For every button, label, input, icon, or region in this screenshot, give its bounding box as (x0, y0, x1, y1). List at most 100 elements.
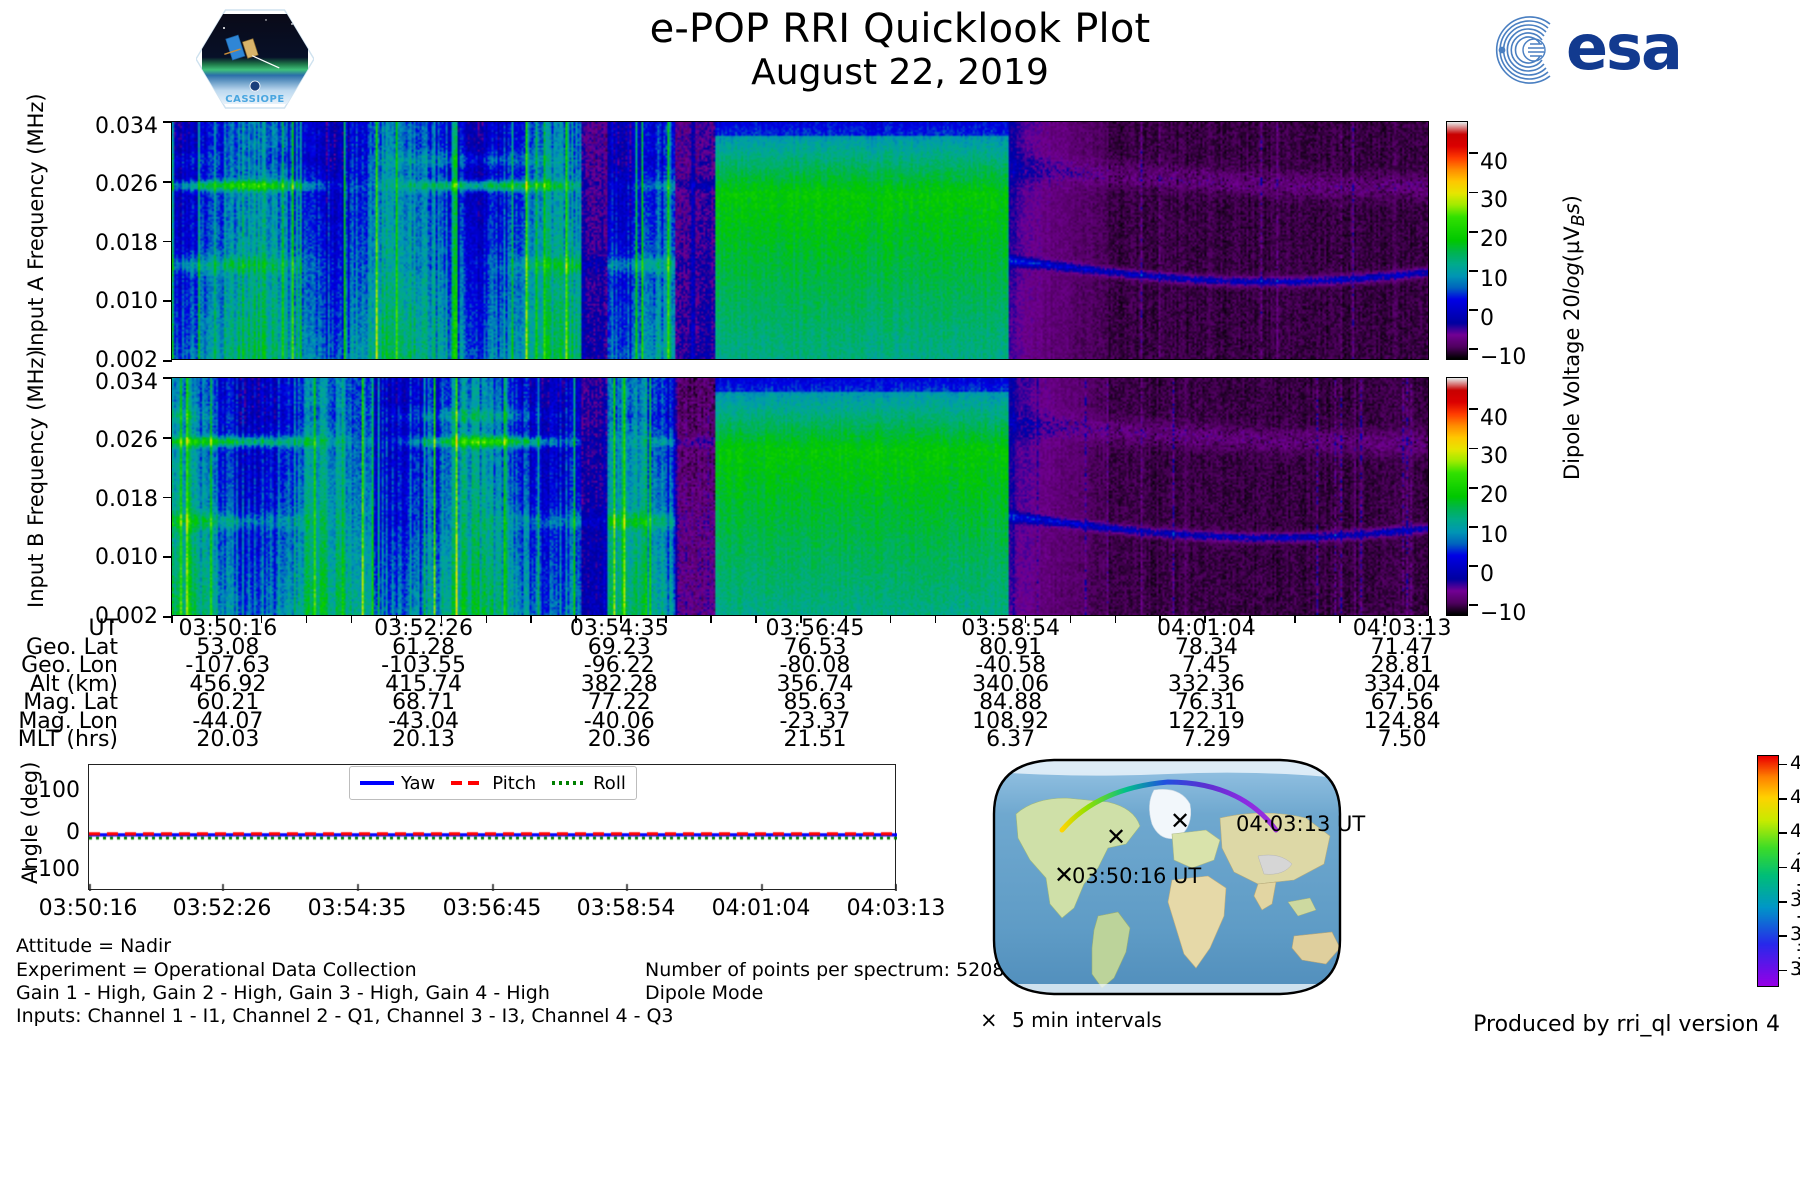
axis-tickmark (163, 377, 172, 379)
colorbar-tickmark (1469, 604, 1478, 607)
axis-tickmark (530, 616, 533, 623)
altitude-colorbar (1757, 755, 1779, 987)
colorbar-label-units: (µV (1560, 226, 1584, 263)
table-row: Geo. Lat 53.08 61.28 69.23 76.53 80.91 78.34 71… (0, 634, 1500, 660)
table-cell: 67.56 (1370, 690, 1434, 715)
axis-tickmark (440, 616, 443, 623)
table-row: Geo. Lon -107.63 -103.55 -96.22 -80.08 -40.58… (0, 653, 1500, 678)
altitude-colorbar-tickmark (1779, 797, 1787, 800)
axis-tickmark (1159, 616, 1162, 623)
colorbar-tickmark (1469, 408, 1478, 411)
map-marker-mid-icon: ✕ (1106, 823, 1127, 851)
axis-tickmark (575, 616, 577, 623)
axis-tickmark (1249, 616, 1251, 623)
table-row: MLT (hrs) 20.03 20.13 20.36 21.51 6.37 7.29 7.5… (0, 727, 1500, 752)
axis-tickmark (665, 616, 667, 623)
altitude-colorbar-tickmark (1779, 763, 1787, 766)
table-cell: -44.07 (192, 708, 264, 734)
axis-tickmark (1024, 616, 1027, 623)
table-cell: -103.55 (381, 653, 467, 678)
table-cell: 04:03:13 (1352, 616, 1452, 641)
altitude-colorbar-tick: 360 (1790, 923, 1800, 946)
spectrogram-b-panel (171, 377, 1429, 616)
colorbar-a-tick: 0 (1480, 306, 1494, 331)
axis-tickmark (163, 240, 172, 243)
axis-tickmark (163, 556, 172, 559)
spectrogram-b-ytick: 0.034 (95, 370, 158, 395)
table-cell: 20.03 (196, 727, 260, 752)
table-row: Mag. Lat 60.21 68.71 77.22 85.63 84.88 76.31 67… (0, 690, 1500, 715)
axis-tickmark (979, 616, 982, 623)
esa-logo-icon: esa (1480, 14, 1710, 86)
table-cell: 84.88 (979, 690, 1043, 715)
colorbar-tickmark (1469, 565, 1478, 567)
axis-tickmark (163, 496, 172, 499)
spectrogram-b-ytick: 0.010 (95, 545, 158, 570)
legend-item-roll: Roll (552, 773, 626, 794)
colorbar-tickmark (1469, 230, 1478, 233)
legend-item-yaw: Yaw (360, 773, 435, 794)
footnote-points-per-spectrum: Number of points per spectrum: 5208 (645, 959, 1005, 981)
ground-track-map: ✕ ✕ ✕ 03:50:16 UT 04:03:13 UT (958, 752, 1376, 1002)
table-row-label: Mag. Lon (18, 708, 118, 734)
attitude-ytick: 100 (38, 778, 80, 803)
axis-tickmark (163, 360, 172, 362)
table-cell: -40.58 (975, 653, 1047, 678)
table-cell: 456.92 (189, 671, 267, 697)
table-cell: 80.91 (979, 634, 1043, 660)
spectrogram-a-ytick: 0.002 (95, 348, 158, 373)
table-cell: 356.74 (776, 671, 854, 697)
colorbar-a-tick: −10 (1480, 345, 1527, 370)
footnote-gains: Gain 1 - High, Gain 2 - High, Gain 3 - H… (16, 982, 550, 1004)
table-cell: 20.13 (392, 727, 456, 752)
table-cell: 61.28 (392, 634, 456, 660)
colorbar-tickmark (1469, 348, 1478, 351)
axis-tickmark (163, 121, 172, 123)
table-cell: 21.51 (783, 727, 847, 752)
colorbar-a (1446, 121, 1468, 360)
footnote-attitude: Attitude = Nadir (16, 935, 172, 957)
parameter-table: UT 03:50:16 03:52:26 03:54:35 03:56:45 03:58:… (0, 616, 1500, 752)
table-cell: 334.04 (1363, 671, 1441, 697)
produced-by-text: Produced by rri_ql version 4 (1473, 1012, 1780, 1037)
axis-tickmark (163, 436, 172, 439)
legend-swatch-roll (552, 781, 587, 785)
axis-tickmark (395, 616, 398, 623)
page-title: e-POP RRI Quicklook Plot (649, 6, 1151, 52)
table-row-label: MLT (hrs) (17, 727, 118, 752)
table-cell: -96.22 (583, 653, 655, 678)
legend-swatch-yaw (360, 781, 394, 785)
table-cell: 03:52:26 (374, 616, 473, 641)
table-row-label: Mag. Lat (23, 690, 118, 715)
table-cell: -43.04 (388, 708, 460, 734)
altitude-colorbar-tickmark (1779, 935, 1787, 938)
axis-tickmark (755, 616, 757, 623)
colorbar-b (1446, 377, 1468, 616)
attitude-ytick: −100 (19, 857, 80, 882)
map-start-time-label: 03:50:16 UT (1072, 864, 1202, 888)
table-cell: 6.37 (986, 727, 1036, 752)
table-cell: -107.63 (185, 653, 271, 678)
altitude-colorbar-tick: 400 (1790, 854, 1800, 877)
colorbar-b-tick: 40 (1480, 406, 1508, 431)
map-marker-end-icon: ✕ (1170, 807, 1191, 835)
spectrogram-b-ylabel: Input B Frequency (MHz) (24, 349, 48, 608)
attitude-xtick: 03:56:45 (442, 896, 542, 921)
spectrogram-b-ytick: 0.026 (95, 428, 158, 453)
axis-tickmark (1294, 616, 1296, 623)
spectrogram-b-ytick: 0.002 (95, 604, 158, 629)
table-cell: 122.19 (1167, 708, 1245, 734)
colorbar-a-tick: 10 (1480, 267, 1508, 292)
spectrogram-b-ytick: 0.018 (95, 487, 158, 512)
spectrogram-a-ytick: 0.034 (95, 114, 158, 139)
colorbar-label-log: log (1560, 262, 1584, 295)
orbit-track (1059, 779, 1279, 833)
table-cell: 71.47 (1370, 634, 1434, 660)
table-cell: 20.36 (587, 727, 651, 752)
map-legend-text: 5 min intervals (1012, 1008, 1162, 1032)
axis-tickmark (171, 616, 173, 623)
attitude-xtick: 04:03:13 (846, 896, 946, 921)
colorbar-tickmark (1469, 191, 1478, 194)
axis-tickmark (163, 300, 172, 303)
legend-label-yaw: Yaw (401, 772, 436, 794)
